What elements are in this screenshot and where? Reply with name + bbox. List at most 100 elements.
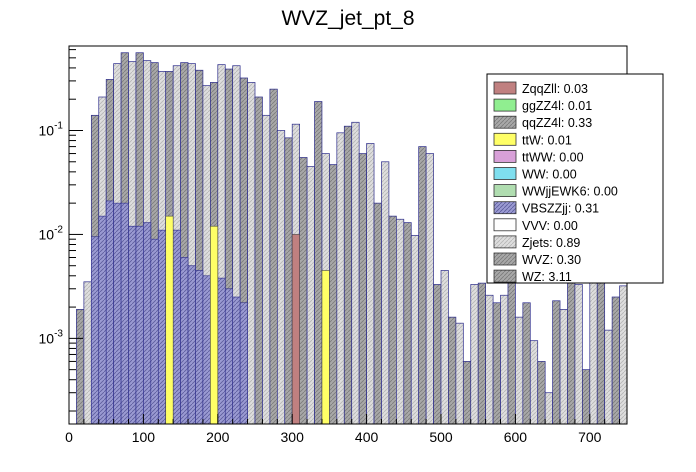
legend-entry-label: ttW: 0.01 — [522, 133, 572, 147]
legend-entry-label: ggZZ4l: 0.01 — [522, 99, 592, 113]
legend-entry-label: VBSZZjj: 0.31 — [522, 202, 599, 216]
legend-swatch — [493, 167, 517, 180]
legend-entry-label: WVZ: 0.30 — [522, 253, 581, 267]
y-tick-label: 10-2 — [39, 224, 64, 242]
total-bin-635 — [537, 361, 546, 424]
total-bin-265 — [262, 114, 271, 424]
x-tick-label: 200 — [206, 429, 230, 445]
axes: 0 100 200 300 400 500 600 700 10-3 10-2 10-1 — [39, 49, 621, 445]
x-tick-label: 300 — [281, 429, 305, 445]
series-2-bin-215 — [224, 288, 233, 424]
legend-swatch — [493, 201, 517, 215]
series-2-bin-205 — [217, 277, 226, 424]
legend-swatch — [493, 235, 517, 249]
total-bin-735 — [611, 296, 620, 424]
legend-entry-label: ZqqZll: 0.03 — [522, 82, 588, 96]
series-2-bin-165 — [187, 265, 196, 424]
legend: ZqqZll: 0.03 ggZZ4l: 0.01 qqZZ4l: 0.33 ttW:… — [486, 73, 664, 284]
y-tick-label: 10-3 — [39, 328, 64, 346]
legend-entry-label: VVV: 0.00 — [522, 219, 578, 233]
total-bin-245 — [247, 82, 256, 424]
series-3-bin-345 — [321, 270, 330, 424]
total-bin-585 — [500, 294, 509, 424]
series-2-bin-35 — [91, 236, 100, 424]
chart-title: WVZ_jet_pt_8 — [281, 7, 414, 30]
series-2-bin-85 — [128, 225, 137, 424]
total-bin-705 — [589, 282, 598, 424]
total-bin-745 — [619, 285, 627, 424]
total-bin-545 — [470, 284, 479, 424]
x-tick-label: 100 — [132, 429, 156, 445]
series-2-bin-155 — [180, 257, 189, 424]
total-bin-565 — [485, 294, 494, 424]
legend-swatch — [493, 98, 517, 112]
total-bin-615 — [522, 302, 531, 424]
total-bin-525 — [455, 322, 464, 424]
series-2-bin-45 — [98, 215, 107, 424]
series-3-bin-135 — [165, 215, 174, 424]
total-bin-405 — [366, 143, 375, 424]
total-bin-655 — [552, 300, 561, 424]
total-bin-315 — [299, 157, 308, 424]
histogram-stack — [76, 52, 627, 424]
total-bin-505 — [440, 270, 449, 424]
legend-entry-label: WZ: 3.11 — [522, 270, 572, 284]
total-bin-25 — [83, 281, 92, 424]
total-bin-255 — [254, 96, 263, 424]
total-bin-275 — [269, 88, 278, 424]
series-2-bin-185 — [202, 275, 211, 424]
legend-swatch — [493, 81, 517, 95]
series-0-bin-305 — [291, 234, 300, 424]
total-bin-15 — [76, 309, 85, 424]
total-bin-535 — [462, 361, 472, 424]
total-bin-375 — [343, 125, 353, 424]
total-bin-355 — [329, 164, 338, 424]
total-bin-715 — [596, 275, 606, 424]
total-bin-555 — [477, 282, 486, 424]
total-bin-395 — [358, 153, 367, 424]
series-2-bin-55 — [105, 200, 114, 424]
total-bin-475 — [418, 146, 427, 424]
series-3-bin-195 — [210, 225, 219, 424]
total-bin-675 — [567, 277, 576, 424]
legend-entry-label: qqZZ4l: 0.33 — [522, 116, 592, 130]
total-bin-295 — [284, 137, 293, 424]
total-bin-695 — [582, 369, 591, 424]
legend-swatch — [493, 269, 517, 283]
total-bin-495 — [433, 284, 442, 424]
total-bin-445 — [396, 218, 405, 424]
total-bin-435 — [388, 215, 397, 424]
legend-swatch — [493, 115, 517, 129]
total-bin-665 — [559, 309, 568, 424]
total-bin-625 — [529, 340, 539, 424]
total-bin-685 — [574, 284, 583, 424]
x-tick-label: 700 — [578, 429, 602, 445]
total-bin-335 — [314, 101, 323, 424]
series-2-bin-225 — [232, 296, 241, 424]
legend-swatch — [493, 184, 517, 198]
series-2-bin-125 — [157, 229, 167, 424]
series-2-bin-115 — [150, 238, 159, 424]
legend-entry-label: WWjjEWK6: 0.00 — [522, 185, 618, 199]
series-2-bin-235 — [239, 302, 248, 424]
series-2-bin-65 — [113, 202, 122, 424]
legend-entry-label: ttWW: 0.00 — [522, 150, 584, 164]
total-bin-455 — [403, 222, 412, 424]
total-bin-725 — [604, 329, 613, 424]
series-2-bin-145 — [172, 229, 181, 424]
legend-swatch — [493, 218, 517, 232]
total-bin-425 — [381, 161, 390, 424]
series-2-bin-75 — [120, 202, 129, 424]
legend-entry-label: Zjets: 0.89 — [522, 236, 580, 250]
legend-swatch — [493, 132, 517, 146]
total-bin-485 — [425, 153, 434, 424]
total-bin-365 — [336, 132, 345, 424]
total-bin-325 — [306, 166, 315, 424]
x-tick-label: 500 — [429, 429, 453, 445]
x-tick-label: 400 — [355, 429, 379, 445]
legend-entry-label: WW: 0.00 — [522, 168, 577, 182]
legend-swatch — [493, 252, 517, 266]
x-tick-label: 0 — [65, 429, 73, 445]
total-bin-415 — [373, 202, 382, 424]
x-tick-label: 600 — [504, 429, 528, 445]
